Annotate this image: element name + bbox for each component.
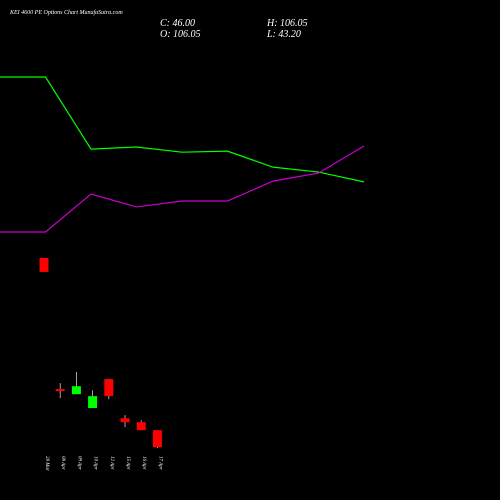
x-tick-label: 16 Apr [141, 456, 146, 470]
low-label: L: 43.20 [266, 29, 301, 40]
x-tick-label: 12 Apr [109, 456, 114, 470]
x-tick-label: 08 Apr [60, 456, 65, 470]
high-label: H: 106.05 [266, 18, 308, 29]
x-tick-label: 10 Apr [93, 456, 98, 470]
candle-body [88, 396, 98, 409]
x-tick-label: 17 Apr [157, 456, 162, 470]
candle-body [152, 430, 162, 448]
candle-body [120, 418, 130, 423]
candle-body [55, 389, 65, 392]
chart-title: KEI 4600 PE Options Chart MunafaSutra.co… [9, 9, 123, 16]
indicator-line [0, 76, 365, 183]
candle-body [71, 386, 81, 395]
x-tick-label: 09 Apr [76, 456, 81, 470]
x-tick-label: 28 Mar [44, 456, 49, 471]
close-label: C: 46.00 [160, 18, 195, 29]
open-label: O: 106.05 [160, 29, 201, 40]
indicator-line [0, 145, 365, 233]
candle-body [136, 422, 146, 431]
x-tick-label: 15 Apr [125, 456, 130, 470]
candle-body [104, 379, 114, 397]
candle-body [39, 258, 49, 272]
